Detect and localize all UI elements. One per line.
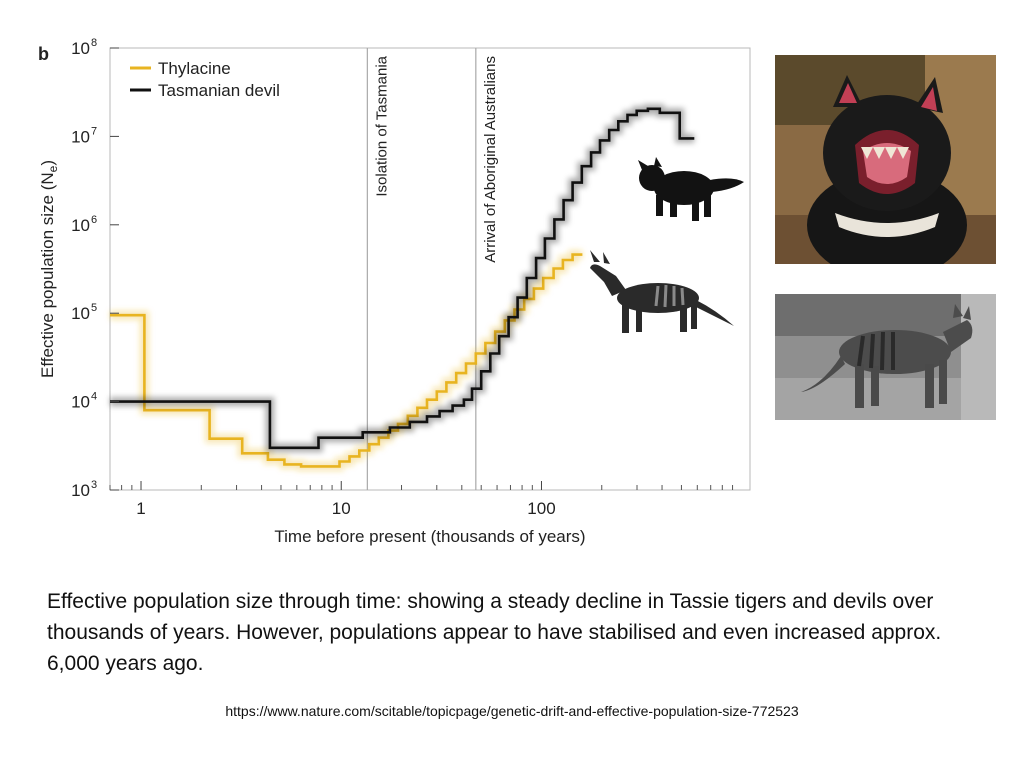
x-tick-label-2: 100	[527, 499, 555, 518]
y-tick-label-1: 10	[71, 393, 90, 412]
thylacine-photo	[775, 294, 996, 420]
y-tick-exponent-0: 3	[91, 479, 97, 491]
thylacine-silhouette	[590, 250, 734, 333]
y-tick-label-2: 10	[71, 304, 90, 323]
tasmanian-devil-photo	[775, 55, 996, 264]
y-tick-exponent-5: 8	[91, 37, 97, 49]
y-tick-exponent-4: 7	[91, 125, 97, 137]
event-label-0: Isolation of Tasmania	[373, 55, 390, 196]
legend-label-0: Thylacine	[158, 59, 231, 78]
effective-population-chart: b Isolation of Tasmania Arrival of Aborig…	[38, 37, 751, 546]
figure-caption: Effective population size through time: …	[47, 590, 942, 675]
y-tick-exponent-2: 5	[91, 302, 97, 314]
x-tick-label-1: 10	[332, 499, 351, 518]
y-axis-label: Effective population size (Ne)	[38, 160, 60, 378]
y-tick-label-5: 10	[71, 39, 90, 58]
tasmanian-devil-silhouette	[638, 157, 744, 221]
y-tick-exponent-1: 4	[91, 391, 97, 403]
panel-label: b	[38, 44, 49, 64]
source-url: https://www.nature.com/scitable/topicpag…	[225, 703, 799, 719]
x-axis-label: Time before present (thousands of years)	[274, 527, 585, 546]
y-tick-label-3: 10	[71, 216, 90, 235]
event-label-1: Arrival of Aboriginal Australians	[482, 56, 499, 263]
y-tick-label-4: 10	[71, 127, 90, 146]
series-line-1	[110, 107, 695, 450]
y-tick-exponent-3: 6	[91, 214, 97, 226]
x-tick-label-0: 1	[136, 499, 145, 518]
y-tick-label-0: 10	[71, 481, 90, 500]
legend-label-1: Tasmanian devil	[158, 81, 280, 100]
